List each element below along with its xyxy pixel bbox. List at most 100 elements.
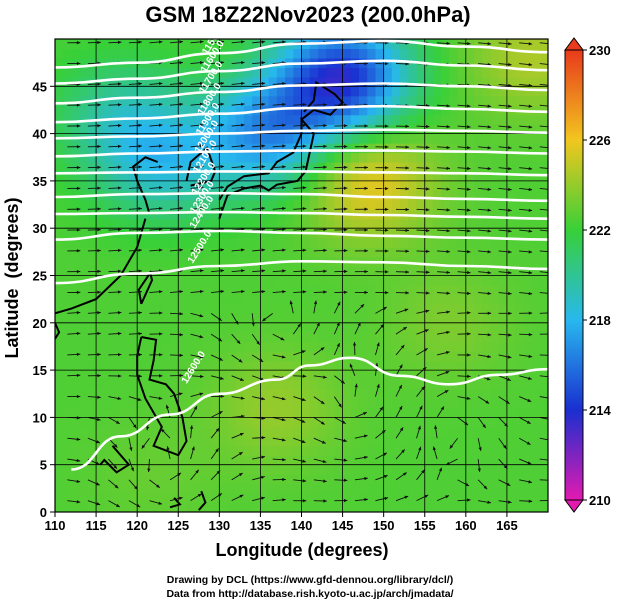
shading-cell [145,303,155,314]
shading-cell [211,455,220,466]
shading-cell [457,493,467,504]
wind-arrow [190,493,202,502]
shading-cell [227,389,237,400]
shading-cell [260,303,270,314]
shading-cell [416,143,426,154]
chart-title: GSM 18Z22Nov2023 (200.0hPa) [145,2,470,27]
shading-cell [293,124,303,135]
shading-cell [490,493,500,504]
shading-cell [383,161,393,173]
shading-cell [301,218,311,229]
shading-cell [260,143,270,154]
shading-cell [449,294,459,305]
shading-cell [490,483,500,494]
wind-arrow [252,475,265,481]
shading-cell [334,114,344,125]
shading-cell [161,464,171,475]
shading-cell [506,218,516,229]
shading-cell [194,360,204,371]
shading-cell [416,294,426,305]
shading-cell [482,199,492,210]
shading-cell [268,114,278,125]
shading-cell [383,417,393,428]
wind-arrow [108,311,122,315]
shading-cell [161,351,171,362]
shading-cell [506,303,516,314]
shading-cell [137,417,146,428]
shading-cell [235,228,245,239]
shading-cell [482,332,492,343]
shading-cell [400,76,409,87]
y-tick-label: 45 [33,79,47,94]
shading-cell [55,86,64,97]
shading-cell [63,180,73,191]
shading-cell [260,218,270,229]
wind-arrow [354,290,368,295]
shading-cell [432,360,442,371]
shading-cell [276,341,286,352]
shading-cell [96,48,105,59]
shading-cell [391,67,401,78]
shading-cell [235,332,245,343]
shading-cell [350,294,360,305]
shading-cell [112,303,122,314]
shading-cell [506,351,516,362]
shading-cell [170,190,179,201]
shading-cell [498,39,508,50]
shading-cell [194,493,204,504]
shading-cell [309,67,319,78]
shading-cell [375,426,385,437]
shading-cell [408,152,418,163]
shading-cell [457,417,467,428]
shading-cell [186,389,196,400]
shading-cell [441,351,450,362]
shading-cell [87,341,97,352]
shading-cell [498,275,508,286]
shading-cell [211,39,220,50]
wind-arrow [313,300,318,314]
shading-cell [120,483,130,494]
shading-cell [55,275,64,286]
shading-cell [87,483,97,494]
shading-cell [408,284,418,296]
wind-arrow [457,479,470,487]
shading-cell [342,322,352,333]
shading-cell [63,190,73,201]
shading-cell [219,351,229,362]
shading-cell [186,199,196,210]
shading-cell [219,114,229,125]
shading-cell [71,114,81,125]
shading-cell [350,76,360,87]
shading-cell [145,171,155,182]
shading-cell [383,426,393,437]
x-tick-label: 110 [45,518,66,533]
wind-arrow [395,291,409,295]
shading-cell [235,180,245,191]
wind-arrow [293,206,307,211]
shading-cell [359,360,368,371]
shading-cell [506,86,516,97]
shading-cell [120,502,130,512]
wind-arrow [67,373,81,378]
shading-cell [342,436,352,447]
shading-cell [87,143,97,154]
shading-cell [137,294,146,305]
shading-cell [465,464,475,475]
wind-arrow [539,500,548,502]
shading-cell [424,48,434,59]
shading-cell [128,303,138,314]
shading-cell [441,313,450,324]
shading-cell [285,180,294,191]
shading-cell [317,95,327,106]
shading-cell [457,209,467,220]
shading-cell [219,426,229,437]
wind-arrow [354,455,368,460]
shading-cell [375,228,385,239]
shading-cell [432,67,442,78]
shading-cell [474,407,483,418]
shading-cell [432,237,442,248]
wind-arrow [128,165,142,169]
shading-cell [227,417,237,428]
shading-cell [285,190,294,201]
shading-cell [523,370,533,381]
